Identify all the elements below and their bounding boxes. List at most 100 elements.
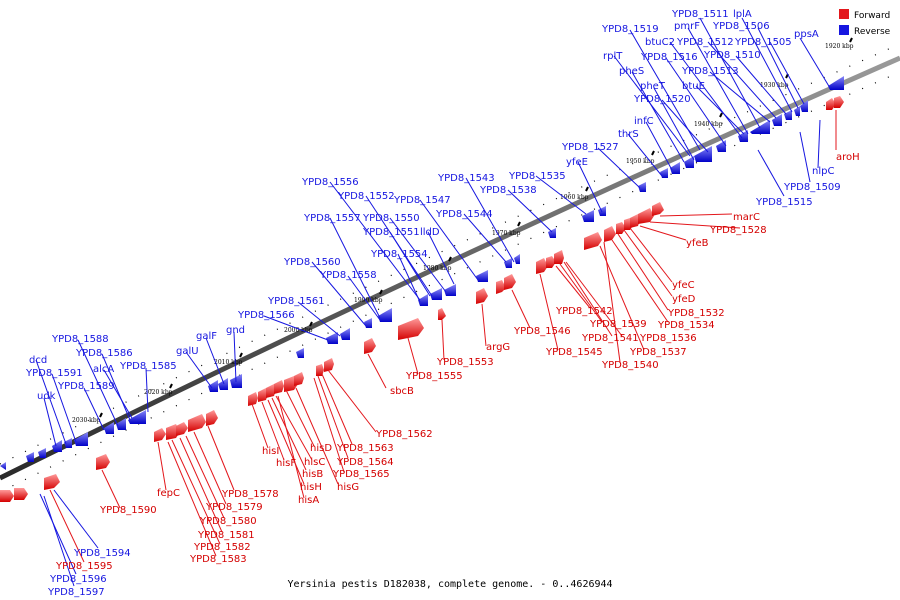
kbp-markers: 2030 kbp 2020 kbp 2010 kbp 2000 kbp 1990…	[72, 37, 854, 424]
gene-label: YPD8_1579	[205, 502, 263, 513]
gene-label: YPD8_1519	[601, 24, 659, 35]
map-caption: Yersinia pestis D182038, complete genome…	[287, 579, 612, 590]
forward-genes	[0, 96, 844, 502]
gene-label: YPD8_1586	[75, 348, 133, 359]
gene-label: YPD8_1580	[199, 516, 257, 527]
gene-label: aroH	[836, 152, 860, 163]
kbp-label-1980: 1980 kbp	[423, 265, 452, 272]
gene-label: hisC	[304, 457, 325, 468]
gene-forward	[44, 474, 60, 490]
gene-label: argG	[486, 342, 510, 353]
gene-reverse	[638, 182, 646, 192]
gene-label: lplA	[733, 9, 752, 20]
gene-label: YPD8_1505	[734, 37, 792, 48]
gene-label: YPD8_1555	[405, 371, 463, 382]
gene-forward	[364, 338, 376, 354]
gene-reverse	[684, 156, 694, 168]
gene-label: hisA	[298, 495, 319, 506]
gene-label: pheS	[619, 66, 644, 77]
reverse-genes	[0, 76, 844, 470]
gene-label: YPD8_1556	[301, 177, 359, 188]
gene-forward	[248, 392, 258, 406]
forward-track-guide	[0, 71, 900, 493]
genome-backbone	[0, 55, 900, 481]
legend-swatch-reverse	[839, 25, 849, 35]
legend-label-reverse: Reverse	[854, 27, 891, 37]
gene-forward	[438, 308, 446, 320]
gene-label: galU	[176, 346, 199, 357]
gene-forward	[476, 288, 488, 304]
gene-label: YPD8_1537	[629, 347, 687, 358]
gene-reverse	[582, 210, 594, 222]
gene-reverse	[800, 100, 808, 112]
gene-label: YPD8_1563	[336, 443, 394, 454]
gene-label: YPD8_1560	[283, 257, 341, 268]
gene-label: YPD8_1591	[25, 368, 83, 379]
gene-forward	[398, 318, 424, 340]
kbp-label-2020: 2020 kbp	[144, 389, 173, 396]
gene-reverse	[784, 110, 792, 120]
gene-label: yfeD	[672, 294, 696, 305]
gene-label: YPD8_1535	[508, 171, 566, 182]
gene-label: fepC	[157, 488, 180, 499]
gene-forward	[324, 358, 334, 372]
reverse-gene-labels: YPD8_1511 lplA YPD8_1506 ppsA pmrF YPD8_…	[25, 9, 841, 598]
gene-label: YPD8_1506	[712, 21, 770, 32]
gene-label: YPD8_1544	[435, 209, 493, 220]
gene-label: YPD8_1541	[581, 333, 639, 344]
gene-label: yfeE	[566, 157, 588, 168]
legend: Forward Reverse	[839, 9, 891, 37]
gene-label: pheT	[640, 81, 666, 92]
gene-label: YPD8_1594	[73, 548, 131, 559]
gene-label: marC	[733, 212, 760, 223]
gene-reverse	[218, 378, 228, 390]
gene-label: YPD8_1539	[589, 319, 647, 330]
gene-label: YPD8_1536	[639, 333, 697, 344]
reverse-track-guide	[0, 43, 900, 465]
gene-forward	[554, 250, 564, 264]
gene-reverse	[504, 258, 512, 268]
gene-label: YPD8_1510	[703, 50, 761, 61]
gene-forward	[0, 490, 14, 502]
gene-label: YPD8_1595	[55, 561, 113, 572]
gene-label: YPD8_1561	[267, 296, 325, 307]
gene-forward	[206, 410, 218, 426]
gene-reverse	[26, 452, 34, 462]
gene-forward	[96, 454, 110, 470]
gene-reverse	[418, 294, 428, 306]
gene-reverse	[74, 432, 88, 446]
gene-label: YPD8_1589	[57, 381, 115, 392]
gene-label: dcd	[29, 355, 47, 366]
gene-label: hisH	[300, 482, 322, 493]
forward-gene-labels: aroH marC YPD8_1528 yfeB yfeC yfeD YPD8_…	[55, 152, 860, 572]
gene-label: YPD8_1553	[436, 357, 494, 368]
gene-forward	[826, 98, 836, 110]
gene-label: alcA	[93, 364, 114, 375]
gene-forward	[176, 422, 188, 436]
gene-label: YPD8_1578	[221, 489, 279, 500]
gene-reverse	[794, 106, 800, 116]
legend-swatch-forward	[839, 9, 849, 19]
gene-label: YPD8_1534	[657, 320, 715, 331]
gene-label: YPD8_1590	[99, 505, 157, 516]
gene-label: YPD8_1547	[393, 195, 451, 206]
gene-label: YPD8_1538	[479, 185, 537, 196]
gene-label: YPD8_1509	[783, 182, 841, 193]
gene-label: hisB	[302, 469, 323, 480]
gene-forward	[274, 380, 284, 394]
gene-reverse	[694, 146, 712, 162]
gene-label: btuC2	[645, 37, 675, 48]
gene-reverse	[116, 418, 126, 430]
gene-reverse	[128, 410, 146, 424]
gene-forward	[834, 96, 844, 108]
gene-label: YPD8_1516	[640, 52, 698, 63]
gene-label: YPD8_1562	[375, 429, 433, 440]
kbp-label-1930: 1930 kbp	[760, 82, 789, 89]
gene-label: YPD8_1554	[370, 249, 428, 260]
gene-label: rplT	[603, 51, 623, 62]
gene-reverse	[548, 228, 556, 238]
gene-reverse	[52, 440, 62, 452]
gene-forward	[266, 384, 276, 398]
gene-forward	[316, 364, 324, 376]
